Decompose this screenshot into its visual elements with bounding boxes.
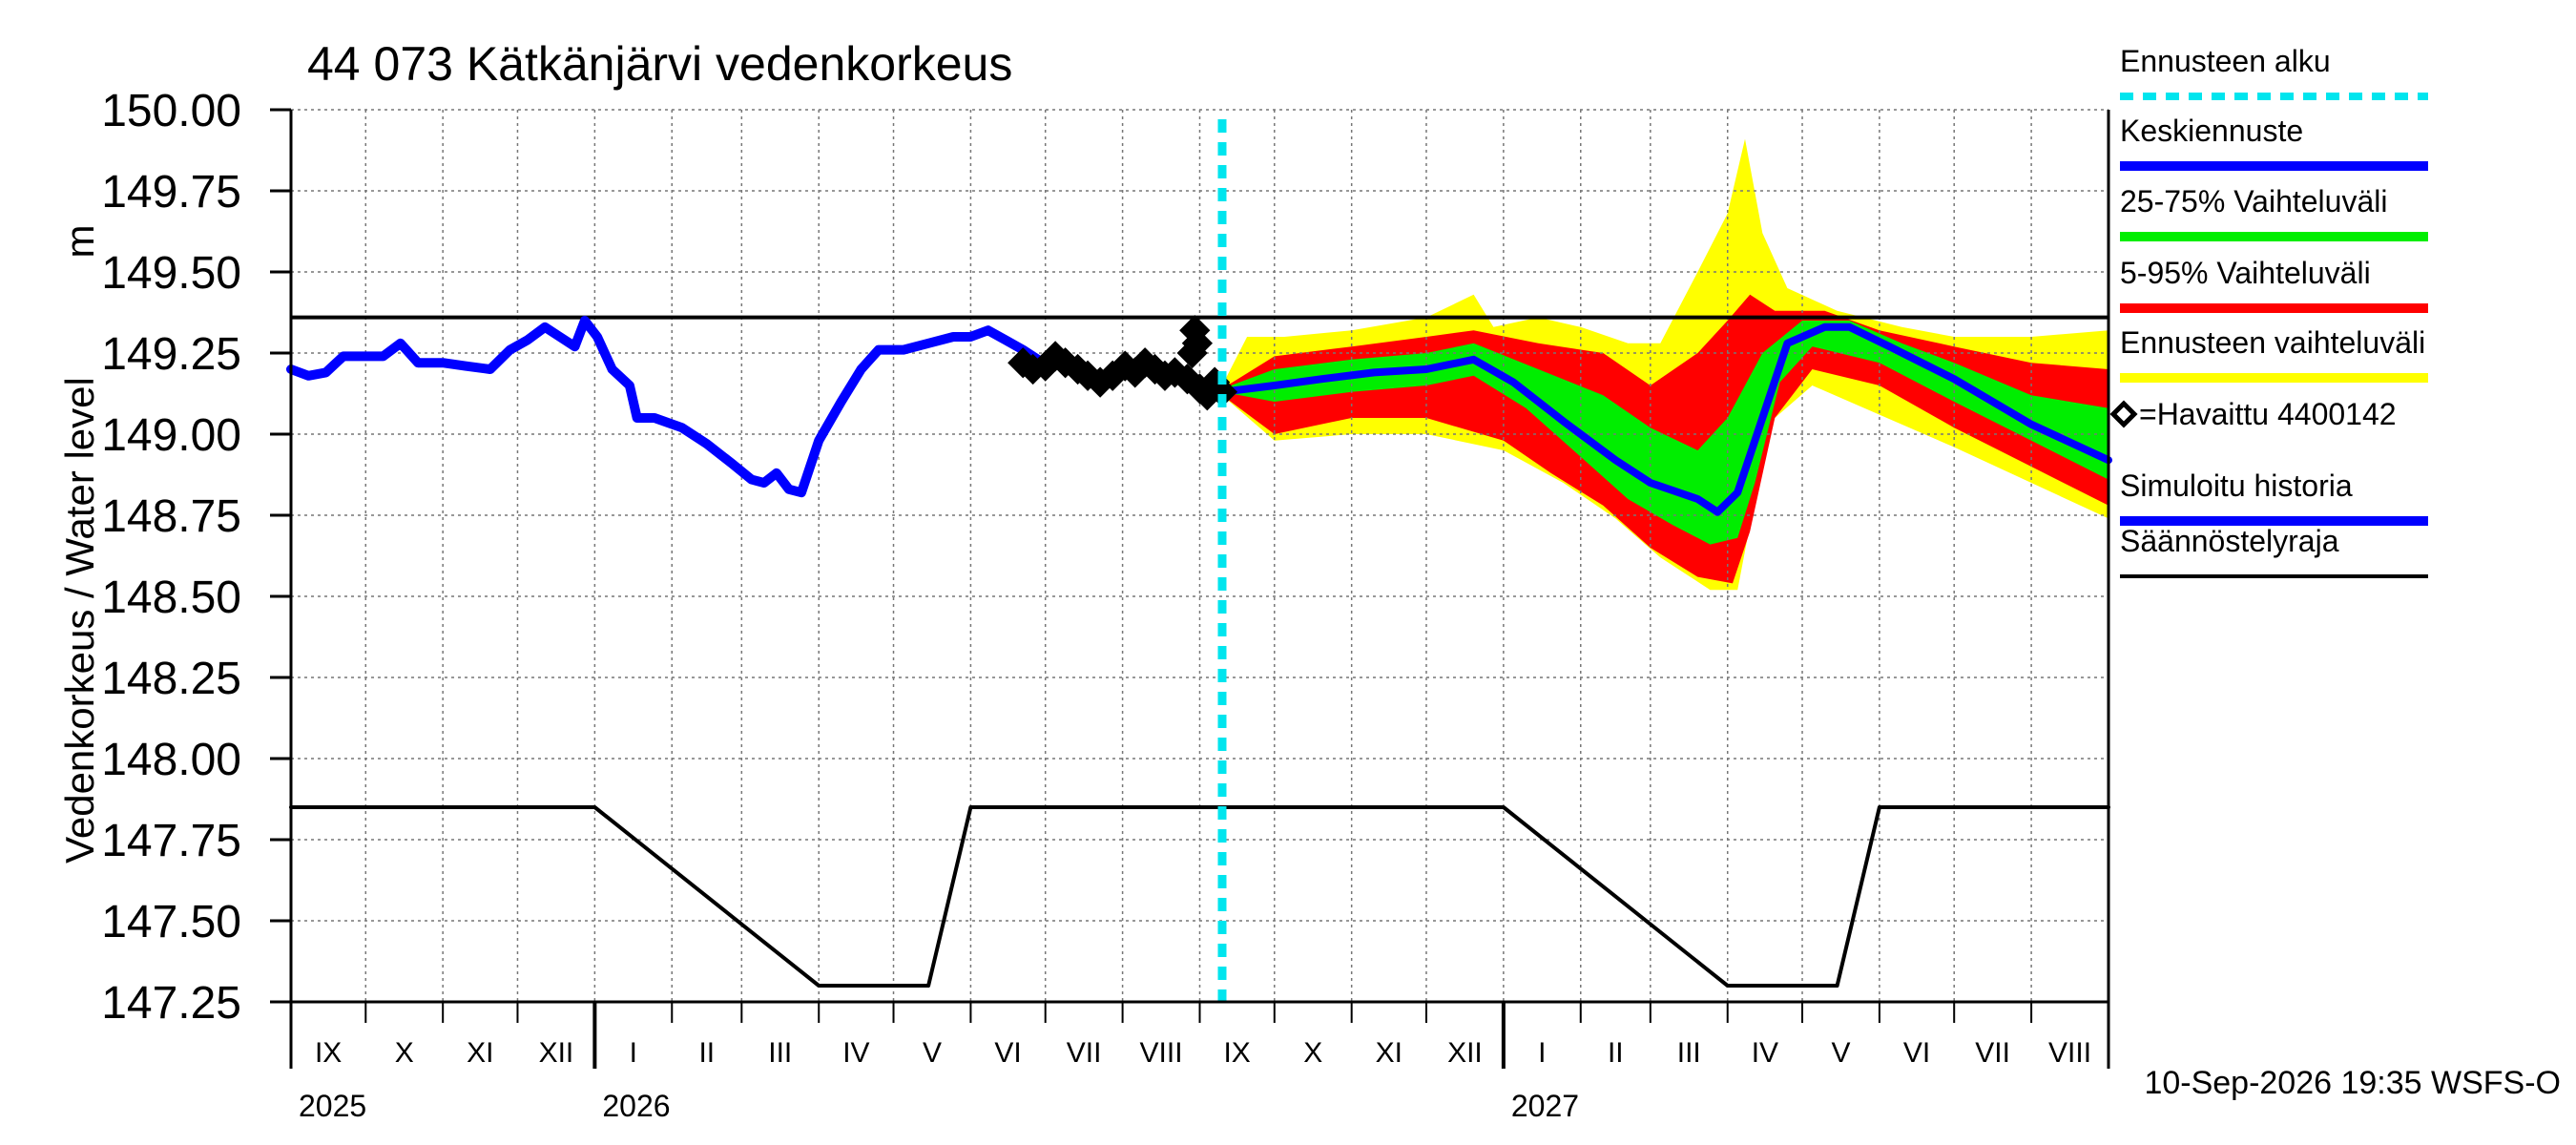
y-tick-label: 148.75 — [101, 491, 241, 542]
x-tick-label: XI — [1376, 1037, 1402, 1069]
forecast-range-band — [1222, 138, 2109, 591]
y-axis-unit: m — [57, 225, 102, 259]
y-tick-label: 148.50 — [101, 572, 241, 623]
year-label: 2026 — [602, 1089, 670, 1123]
x-tick-label: V — [923, 1037, 942, 1069]
year-label: 2027 — [1511, 1089, 1579, 1123]
y-tick-label: 149.25 — [101, 329, 241, 380]
regulation-limit-line — [289, 805, 2110, 988]
grid — [290, 109, 2109, 1003]
y-tick-label: 147.75 — [101, 816, 241, 866]
y-tick-label: 147.50 — [101, 897, 241, 947]
legend-label-forecast_start: Ennusteen alku — [2120, 44, 2331, 78]
x-tick-label: III — [1677, 1037, 1701, 1069]
y-tick-label: 149.50 — [101, 248, 241, 299]
x-tick-label: VIII — [1140, 1037, 1183, 1069]
x-tick-label: XI — [467, 1037, 493, 1069]
x-tick-label: V — [1831, 1037, 1850, 1069]
x-tick-label: VII — [1975, 1037, 2010, 1069]
band-25-75 — [1222, 321, 2109, 545]
y-tick-label: 148.25 — [101, 654, 241, 704]
x-tick-label: II — [1608, 1037, 1624, 1069]
y-tick-label: 149.75 — [101, 167, 241, 218]
x-tick-label: VIII — [2048, 1037, 2091, 1069]
x-tick-label: IV — [1752, 1037, 1778, 1069]
legend-label-range: Ennusteen vaihteluväli — [2120, 325, 2425, 360]
observed-series — [1008, 315, 1238, 411]
x-tick-label: I — [1538, 1037, 1546, 1069]
legend-swatch-observed — [2109, 400, 2138, 428]
x-tick-label: VI — [1903, 1037, 1930, 1069]
legend-label-mean: Keskiennuste — [2120, 114, 2303, 148]
x-tick-label: X — [1303, 1037, 1322, 1069]
x-tick-label: IX — [315, 1037, 342, 1069]
x-tick-label: XII — [539, 1037, 574, 1069]
x-tick-label: X — [395, 1037, 414, 1069]
x-tick-label: IV — [842, 1037, 869, 1069]
x-tick-label: VII — [1067, 1037, 1102, 1069]
simulated-history-line — [286, 316, 1049, 498]
legend-label-simulated: Simuloitu historia — [2120, 468, 2353, 503]
mean-forecast-line — [1218, 323, 2112, 516]
chart-title: 44 073 Kätkänjärvi vedenkorkeus — [307, 37, 1012, 91]
y-tick-label: 150.00 — [101, 86, 241, 136]
year-label: 2025 — [299, 1089, 366, 1123]
x-tick-label: IX — [1223, 1037, 1250, 1069]
legend-label-p25_75: 25-75% Vaihteluväli — [2120, 184, 2387, 219]
y-tick-label: 147.25 — [101, 978, 241, 1029]
x-tick-label: VI — [994, 1037, 1021, 1069]
y-tick-label: 148.00 — [101, 735, 241, 785]
footer-timestamp: 10-Sep-2026 19:35 WSFS-O — [2144, 1065, 2561, 1101]
legend-label-observed: =Havaittu 4400142 — [2139, 397, 2397, 431]
legend-label-p5_95: 5-95% Vaihteluväli — [2120, 256, 2371, 290]
y-tick-label: 149.00 — [101, 410, 241, 461]
legend-label-limit: Säännöstelyraja — [2120, 524, 2339, 558]
y-axis-label: Vedenkorkeus / Water level — [57, 377, 102, 864]
x-tick-label: XII — [1447, 1037, 1483, 1069]
x-tick-label: I — [630, 1037, 637, 1069]
observed-point — [1181, 327, 1214, 359]
x-tick-label: II — [698, 1037, 715, 1069]
x-tick-label: III — [768, 1037, 792, 1069]
